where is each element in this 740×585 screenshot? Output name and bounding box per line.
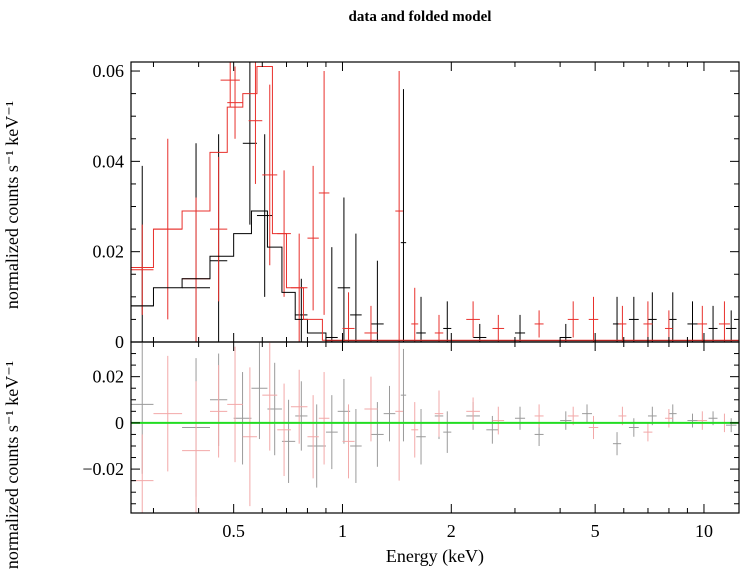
x-tick-label: 1 xyxy=(338,521,347,541)
residuals-panel: −0.02 0 0.02 0.5 1 2 5 10 xyxy=(82,341,740,541)
spectrum-panel: 0 0.02 0.04 0.06 xyxy=(93,61,740,352)
spectrum-frame xyxy=(130,61,740,343)
residuals-ticks: −0.02 0 0.02 0.5 1 2 5 10 xyxy=(82,341,739,541)
spectrum-ticks: 0 0.02 0.04 0.06 xyxy=(93,61,739,352)
y-tick-label: 0 xyxy=(115,332,124,352)
x-tick-label: 5 xyxy=(591,521,600,541)
x-tick-label: 0.5 xyxy=(222,521,245,541)
y-axis-label-spectrum: normalized counts s⁻¹ keV⁻¹ xyxy=(2,101,22,309)
chart-title: data and folded model xyxy=(349,9,492,25)
y-axis-label-residuals: normalized counts s⁻¹ keV⁻¹ xyxy=(2,361,22,569)
x-axis-label: Energy (keV) xyxy=(386,546,484,567)
y-tick-label: 0.04 xyxy=(93,151,125,171)
x-tick-label: 2 xyxy=(447,521,456,541)
y-tick-label: 0.02 xyxy=(93,242,125,262)
model-step-line xyxy=(131,66,739,341)
y-tick-label: −0.02 xyxy=(82,459,124,479)
residuals-plot-area xyxy=(131,342,739,513)
model-step-line xyxy=(131,210,739,342)
y-tick-label: 0 xyxy=(115,413,124,433)
x-tick-label: 10 xyxy=(695,521,713,541)
y-tick-label: 0.06 xyxy=(93,61,125,81)
residuals-frame xyxy=(130,341,740,514)
y-tick-label: 0.02 xyxy=(93,367,125,387)
spectrum-plot-area xyxy=(131,62,739,342)
